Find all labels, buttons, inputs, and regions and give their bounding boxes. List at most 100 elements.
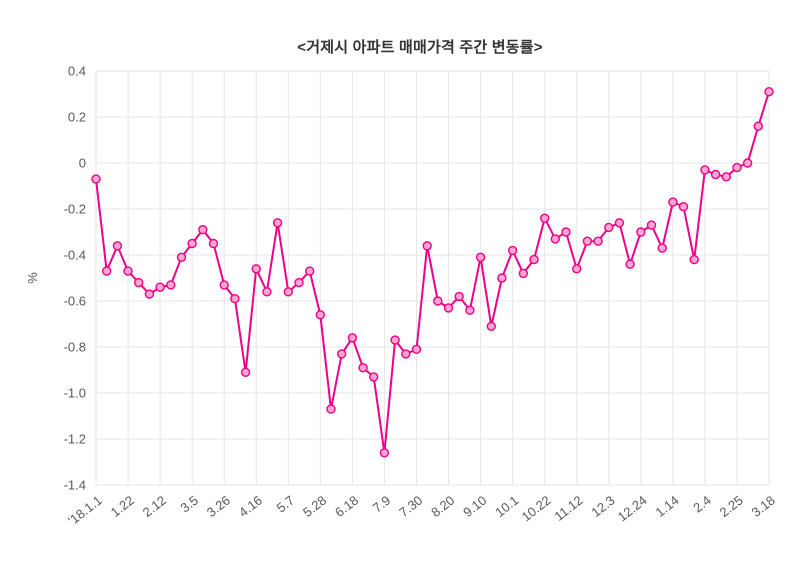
data-point-marker bbox=[550, 234, 560, 244]
x-tick-label: 3.18 bbox=[749, 493, 778, 520]
chart-title: <거제시 아파트 매매가격 주간 변동률> bbox=[297, 39, 543, 56]
y-tick-label: -0.6 bbox=[64, 294, 86, 309]
data-point-marker bbox=[721, 172, 731, 182]
data-point-marker bbox=[262, 287, 272, 297]
data-point-marker bbox=[454, 291, 464, 302]
data-point-marker bbox=[604, 222, 614, 233]
data-point-marker bbox=[411, 344, 422, 354]
data-point-marker bbox=[433, 296, 443, 306]
y-tick-label: -1.2 bbox=[64, 432, 86, 447]
data-point-marker bbox=[540, 213, 550, 223]
data-point-marker bbox=[379, 448, 390, 458]
y-tick-label: -0.4 bbox=[64, 248, 86, 263]
data-point-marker bbox=[486, 321, 496, 331]
x-tick-label: 12.3 bbox=[588, 493, 617, 520]
data-point-marker bbox=[347, 333, 358, 343]
data-point-marker bbox=[208, 238, 219, 249]
data-point-marker bbox=[337, 349, 347, 359]
data-point-marker bbox=[700, 165, 710, 175]
data-point-marker bbox=[614, 218, 625, 228]
data-point-marker bbox=[764, 86, 774, 97]
x-tick-label: 1.22 bbox=[108, 493, 137, 520]
y-tick-label: 0.4 bbox=[68, 64, 86, 79]
data-point-marker bbox=[133, 277, 144, 288]
data-point-marker bbox=[625, 259, 635, 269]
x-tick-label: 3.5 bbox=[178, 493, 201, 516]
data-point-marker bbox=[166, 280, 176, 290]
y-tick-label: -0.8 bbox=[64, 340, 86, 355]
data-point-marker bbox=[251, 264, 261, 274]
data-point-marker bbox=[315, 310, 325, 320]
data-point-marker bbox=[646, 220, 657, 230]
x-tick-label: 11.12 bbox=[551, 493, 585, 524]
data-point-marker bbox=[507, 245, 518, 256]
data-point-marker bbox=[689, 254, 699, 265]
data-point-marker bbox=[465, 305, 475, 315]
data-point-marker bbox=[198, 224, 208, 235]
x-tick-label: 9.10 bbox=[460, 493, 489, 520]
data-point-marker bbox=[144, 289, 155, 299]
data-point-marker bbox=[369, 372, 379, 382]
data-point-marker bbox=[294, 277, 304, 288]
y-tick-label: -1.0 bbox=[64, 386, 86, 401]
data-point-marker bbox=[443, 303, 454, 313]
data-point-marker bbox=[518, 268, 528, 279]
data-point-marker bbox=[101, 266, 112, 276]
data-point-marker bbox=[593, 236, 603, 246]
data-point-marker bbox=[112, 241, 123, 251]
data-point-marker bbox=[732, 162, 742, 173]
data-point-marker bbox=[305, 266, 315, 276]
data-point-marker bbox=[219, 280, 229, 290]
x-tick-label: 5.28 bbox=[300, 493, 329, 520]
data-point-marker bbox=[678, 201, 689, 212]
data-point-marker bbox=[422, 241, 432, 251]
data-point-marker bbox=[668, 197, 678, 207]
x-tick-label: 2.4 bbox=[690, 493, 713, 516]
x-tick-label: 3.26 bbox=[204, 493, 233, 520]
x-tick-label: '18.1.1 bbox=[65, 493, 105, 529]
x-tick-label: 2.25 bbox=[717, 493, 746, 520]
x-tick-label: 7.9 bbox=[370, 493, 393, 516]
data-point-marker bbox=[230, 294, 240, 304]
data-point-marker bbox=[91, 174, 101, 184]
data-point-marker bbox=[155, 282, 165, 292]
data-point-marker bbox=[497, 273, 507, 283]
x-tick-label: 2.12 bbox=[140, 493, 169, 520]
data-point-marker bbox=[710, 169, 721, 180]
data-point-marker bbox=[753, 121, 763, 131]
data-point-marker bbox=[657, 243, 667, 253]
y-tick-label: -0.2 bbox=[64, 202, 86, 217]
x-tick-label: 4.16 bbox=[236, 493, 265, 520]
series-line bbox=[95, 90, 770, 454]
x-tick-label: 12.24 bbox=[615, 493, 650, 525]
y-tick-label: 0.2 bbox=[68, 110, 86, 125]
x-tick-label: 6.18 bbox=[332, 493, 361, 520]
data-point-marker bbox=[561, 227, 571, 237]
data-point-marker bbox=[123, 266, 133, 276]
data-point-marker bbox=[572, 264, 582, 274]
x-tick-label: 10.1 bbox=[492, 493, 521, 520]
x-tick-label: 5.7 bbox=[274, 493, 297, 516]
x-tick-label: 10.22 bbox=[519, 493, 554, 525]
data-point-marker bbox=[582, 236, 593, 246]
data-point-marker bbox=[401, 349, 411, 359]
data-point-marker bbox=[529, 254, 539, 265]
y-axis-label: % bbox=[25, 272, 40, 284]
x-tick-label: 1.14 bbox=[653, 493, 682, 520]
data-point-marker bbox=[272, 218, 283, 228]
data-point-marker bbox=[240, 367, 251, 377]
data-point-marker bbox=[326, 404, 336, 414]
data-point-marker bbox=[176, 252, 187, 262]
data-point-marker bbox=[390, 335, 400, 345]
y-tick-label: 0 bbox=[79, 156, 86, 171]
data-point-marker bbox=[187, 238, 197, 249]
data-point-marker bbox=[636, 227, 646, 237]
data-point-marker bbox=[742, 158, 753, 168]
y-tick-label: -1.4 bbox=[64, 478, 86, 493]
data-point-marker bbox=[283, 287, 293, 297]
x-tick-label: 7.30 bbox=[396, 493, 425, 520]
data-point-marker bbox=[475, 252, 486, 262]
x-tick-label: 8.20 bbox=[428, 493, 457, 520]
